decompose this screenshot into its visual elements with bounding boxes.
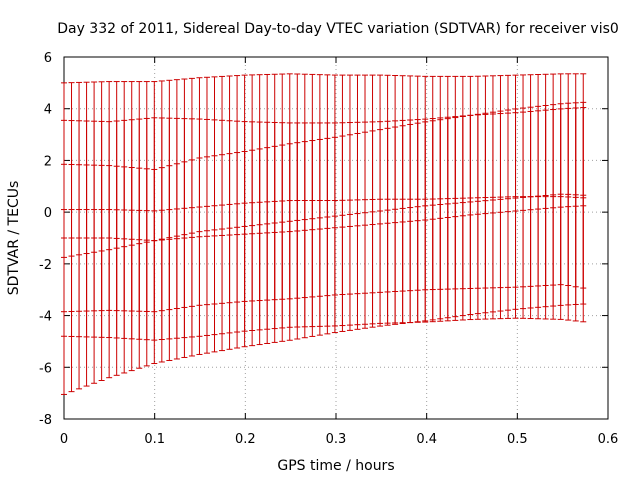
y-tick-label: 4 bbox=[44, 103, 52, 118]
error-bar bbox=[166, 117, 173, 361]
error-bar bbox=[188, 118, 195, 357]
error-bar bbox=[279, 122, 286, 342]
error-bar bbox=[196, 118, 203, 355]
error-bar bbox=[550, 109, 557, 307]
error-bar bbox=[61, 119, 67, 395]
series-3 bbox=[61, 107, 587, 395]
error-bar bbox=[256, 121, 263, 346]
error-bar bbox=[324, 122, 331, 335]
x-tick-label: 0.2 bbox=[235, 432, 256, 447]
series-2 bbox=[61, 101, 587, 313]
error-bar bbox=[362, 121, 369, 329]
x-tick-label: 0 bbox=[60, 432, 68, 447]
error-bar bbox=[113, 120, 120, 376]
series-1 bbox=[61, 73, 587, 341]
error-bar bbox=[98, 120, 105, 381]
error-bar bbox=[158, 117, 165, 363]
error-bar bbox=[542, 109, 549, 308]
x-tick-labels: 0 0.1 0.2 0.3 0.4 0.5 0.6 bbox=[60, 432, 618, 447]
error-bar bbox=[520, 111, 527, 310]
error-bar bbox=[437, 117, 444, 320]
error-bar bbox=[474, 114, 481, 315]
error-bar bbox=[580, 107, 587, 305]
error-bar bbox=[482, 113, 489, 314]
error-bar bbox=[106, 121, 113, 379]
error-bar bbox=[377, 121, 384, 327]
error-bar bbox=[181, 118, 188, 358]
error-bar bbox=[173, 117, 180, 360]
error-bar bbox=[572, 107, 579, 305]
x-tick-label: 0.4 bbox=[416, 432, 437, 447]
y-tick-label: 6 bbox=[44, 51, 52, 66]
tick-marks bbox=[63, 56, 609, 420]
error-bar bbox=[151, 117, 158, 365]
x-tick-label: 0.3 bbox=[326, 432, 347, 447]
error-bar bbox=[459, 115, 466, 317]
error-bar bbox=[384, 120, 391, 326]
error-bar bbox=[226, 120, 233, 350]
error-bar bbox=[512, 112, 519, 310]
y-tick-label: -2 bbox=[39, 258, 52, 273]
chart-title: Day 332 of 2011, Sidereal Day-to-day VTE… bbox=[57, 21, 619, 37]
error-bar bbox=[489, 113, 496, 313]
error-bar bbox=[407, 119, 414, 324]
error-bar bbox=[309, 122, 316, 337]
y-tick-label: 2 bbox=[44, 154, 52, 169]
error-bar bbox=[331, 122, 338, 334]
error-bar bbox=[414, 119, 421, 323]
error-bar bbox=[535, 110, 542, 308]
error-bar bbox=[399, 119, 406, 324]
error-bar bbox=[83, 120, 90, 387]
error-bar bbox=[429, 118, 436, 321]
error-bar bbox=[271, 121, 278, 343]
y-tick-labels: -8 -6 -4 -2 0 2 4 6 bbox=[39, 51, 52, 428]
error-bar bbox=[68, 120, 75, 393]
error-bar bbox=[286, 122, 293, 341]
error-bar bbox=[294, 122, 301, 340]
error-bars bbox=[61, 73, 587, 395]
error-bar bbox=[497, 113, 504, 312]
error-bar bbox=[354, 121, 361, 330]
x-tick-label: 0.1 bbox=[144, 432, 165, 447]
error-bar bbox=[392, 120, 399, 325]
error-bar bbox=[557, 108, 564, 306]
error-bar bbox=[249, 121, 256, 347]
error-bar bbox=[339, 122, 346, 332]
error-bar bbox=[346, 122, 353, 331]
y-tick-label: -6 bbox=[39, 361, 52, 376]
y-tick-label: -4 bbox=[39, 310, 52, 325]
error-bar bbox=[234, 120, 241, 349]
error-bar bbox=[121, 119, 128, 374]
x-tick-label: 0.6 bbox=[598, 432, 619, 447]
error-bar bbox=[444, 116, 451, 319]
error-bar bbox=[91, 120, 98, 384]
error-bar bbox=[316, 122, 323, 336]
y-tick-label: -8 bbox=[39, 413, 52, 428]
error-bar bbox=[422, 118, 429, 322]
error-bar bbox=[264, 121, 271, 344]
error-bar bbox=[301, 122, 308, 339]
error-bar bbox=[369, 121, 376, 328]
x-axis-label: GPS time / hours bbox=[277, 458, 394, 474]
error-bar bbox=[452, 116, 459, 318]
error-bar bbox=[504, 112, 511, 311]
error-bar bbox=[128, 119, 135, 372]
x-tick-label: 0.5 bbox=[507, 432, 528, 447]
y-tick-label: 0 bbox=[44, 206, 52, 221]
error-bar bbox=[76, 120, 83, 390]
error-bar bbox=[211, 119, 218, 353]
error-bar bbox=[467, 114, 474, 316]
error-bar bbox=[241, 121, 248, 348]
error-bar bbox=[136, 118, 143, 369]
error-bar bbox=[219, 119, 226, 352]
error-bar bbox=[143, 117, 150, 367]
error-bar bbox=[565, 107, 572, 306]
error-bar bbox=[203, 118, 210, 354]
error-bar bbox=[527, 110, 534, 309]
y-axis-label: SDTVAR / TECUs bbox=[6, 181, 22, 296]
grid-layer bbox=[64, 57, 608, 419]
